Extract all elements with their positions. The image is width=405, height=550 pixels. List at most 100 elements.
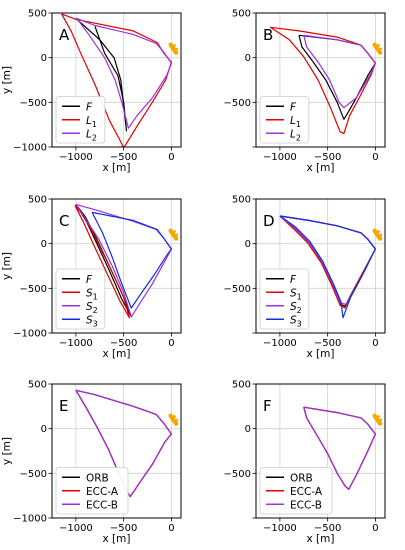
x-tick-label: −500	[110, 152, 137, 163]
legend-label: S2	[290, 301, 302, 315]
legend-label: L1	[290, 115, 301, 129]
y-axis-label: y [m]	[1, 66, 13, 94]
ship-icon	[372, 413, 383, 426]
y-tick-label: −500	[20, 98, 47, 109]
ship-hull	[168, 42, 179, 55]
series-line-L1	[61, 13, 172, 147]
x-tick-label: 0	[168, 152, 174, 163]
x-tick-label: 0	[372, 523, 378, 534]
x-tick-label: −1000	[263, 523, 297, 534]
ship-mast	[379, 47, 383, 51]
x-tick-label: −500	[110, 338, 137, 349]
x-tick-label: −500	[110, 523, 137, 534]
ship-mast	[175, 418, 179, 422]
panel-letter: E	[59, 397, 68, 415]
x-tick-label: 0	[168, 338, 174, 349]
y-tick-label: −500	[224, 284, 251, 295]
y-tick-label: 0	[245, 424, 251, 435]
legend-box	[55, 268, 106, 330]
axes-frame	[51, 198, 182, 334]
series-line-S3	[279, 215, 376, 319]
ship-icon	[372, 42, 383, 55]
y-tick-label: 0	[41, 239, 47, 250]
y-tick-label: 500	[232, 380, 251, 391]
x-tick-label: −500	[314, 152, 341, 163]
y-tick-label: −500	[20, 469, 47, 480]
x-axis-label: x [m]	[307, 533, 335, 545]
panel-letter: F	[263, 397, 272, 415]
panel-letter: A	[59, 26, 70, 44]
ship-mast	[173, 229, 177, 233]
ship-mast	[377, 43, 381, 47]
x-tick-label: −1000	[263, 152, 297, 163]
legend-label: F	[86, 101, 93, 113]
legend-label: L1	[86, 115, 97, 129]
panel-letter: D	[263, 212, 275, 230]
legend-label: S3	[290, 314, 302, 328]
y-tick-label: 0	[245, 53, 251, 64]
x-tick-label: 0	[168, 523, 174, 534]
series-line-S1	[74, 204, 130, 319]
y-tick-label: −1000	[13, 514, 47, 525]
series-line-S2	[75, 203, 172, 318]
y-tick-label: 500	[232, 195, 251, 206]
y-tick-label: 0	[41, 53, 47, 64]
ship-mast	[379, 418, 383, 422]
legend-label: ECC-B	[86, 499, 118, 511]
legend-label: ECC-A	[290, 486, 323, 498]
series-group	[74, 203, 172, 319]
legend-box	[55, 96, 106, 144]
ship-icon	[168, 42, 179, 55]
ship-mast	[175, 47, 179, 51]
y-tick-label: −500	[20, 284, 47, 295]
ship-mast	[173, 414, 177, 418]
axes-frame	[51, 383, 182, 519]
legend-box	[55, 467, 129, 515]
y-axis-label: y [m]	[1, 252, 13, 280]
x-tick-label: 0	[372, 338, 378, 349]
legend-label: ORB	[290, 472, 313, 484]
legend-label: ECC-A	[86, 486, 119, 498]
ship-mast	[377, 229, 381, 233]
ship-hull	[372, 413, 383, 426]
ship-mast	[377, 414, 381, 418]
ship-hull	[168, 228, 179, 241]
legend-label: F	[290, 274, 297, 286]
ship-icon	[168, 413, 179, 426]
panel-letter: B	[263, 26, 273, 44]
x-axis-label: x [m]	[307, 348, 335, 360]
series-group	[269, 26, 376, 135]
x-tick-label: −1000	[263, 338, 297, 349]
panel-E: −1000 −500 0 −1000 −500 0 500 x [m] y [m] E ORB ECC…	[1, 380, 182, 545]
series-group	[279, 215, 376, 319]
panel-letter: C	[59, 212, 69, 230]
legend-label: L2	[290, 128, 301, 142]
x-tick-label: −1000	[59, 523, 93, 534]
x-tick-label: 0	[372, 152, 378, 163]
legend-label: S1	[290, 287, 302, 301]
series-line-L1	[269, 26, 376, 135]
y-tick-label: 0	[245, 239, 251, 250]
series-line-S3	[91, 211, 172, 309]
ship-mast	[173, 43, 177, 47]
series-group	[61, 13, 172, 147]
y-tick-label: −1000	[13, 143, 47, 154]
series-group	[303, 406, 376, 490]
ship-icon	[168, 228, 179, 241]
legend-box	[259, 96, 310, 144]
legend-label: S1	[86, 287, 98, 301]
legend-label: S3	[86, 314, 98, 328]
y-tick-label: 500	[28, 9, 47, 20]
x-tick-label: −500	[314, 338, 341, 349]
y-tick-label: 500	[28, 380, 47, 391]
axes-frame	[255, 383, 386, 519]
legend-label: F	[290, 101, 297, 113]
x-tick-label: −1000	[59, 338, 93, 349]
x-tick-label: −500	[314, 523, 341, 534]
y-axis-label: y [m]	[1, 437, 13, 465]
x-axis-label: x [m]	[307, 162, 335, 174]
